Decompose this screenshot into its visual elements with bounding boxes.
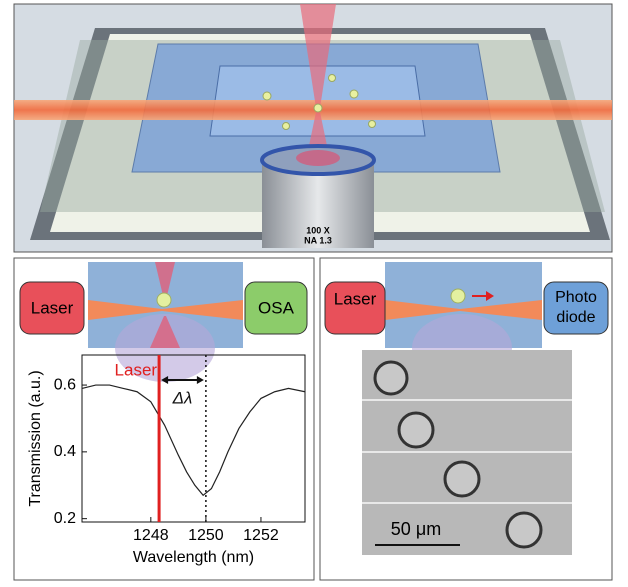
delta-annotation: Δλ bbox=[172, 388, 193, 407]
x-tick-label: 1248 bbox=[133, 527, 169, 544]
y-tick-label: 0.4 bbox=[54, 443, 76, 460]
x-axis-label: Wavelength (nm) bbox=[133, 549, 254, 566]
fiber bbox=[14, 100, 612, 120]
particle bbox=[157, 293, 171, 307]
page: 100 X NA 1.3 Laser OSA 1248 1250 1252 0.2 0.… bbox=[0, 0, 628, 587]
osa-label: OSA bbox=[258, 298, 295, 317]
photodiode-label: Photo bbox=[555, 289, 597, 306]
scale-label: 50 μm bbox=[391, 519, 441, 539]
y-tick-label: 0.2 bbox=[54, 510, 76, 527]
laser-label: Laser bbox=[31, 298, 74, 317]
lens bbox=[296, 150, 340, 166]
x-tick-label: 1250 bbox=[188, 527, 224, 544]
objective-label: 100 X bbox=[306, 225, 330, 235]
figure: 100 X NA 1.3 Laser OSA 1248 1250 1252 0.2 0.… bbox=[0, 0, 628, 587]
photodiode-label: diode bbox=[556, 309, 595, 326]
x-tick-label: 1252 bbox=[243, 527, 279, 544]
laser-label: Laser bbox=[334, 289, 377, 308]
y-axis-label: Transmission (a.u.) bbox=[27, 370, 44, 506]
objective-label: NA 1.3 bbox=[304, 235, 332, 245]
particle bbox=[451, 289, 465, 303]
laser-annotation: Laser bbox=[115, 360, 158, 379]
y-tick-label: 0.6 bbox=[54, 376, 76, 393]
